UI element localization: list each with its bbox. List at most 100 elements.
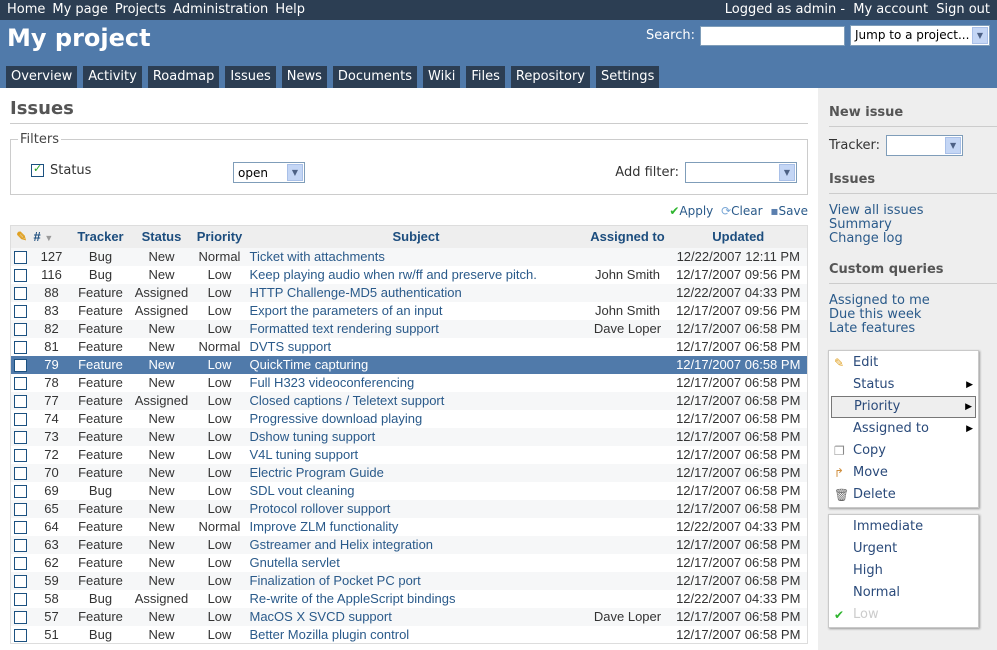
col-priority[interactable]: Priority xyxy=(192,225,247,248)
row-checkbox[interactable] xyxy=(14,269,27,283)
checkbox-cell[interactable] xyxy=(10,319,33,338)
issue-subject-link[interactable]: QuickTime capturing xyxy=(249,357,369,372)
row-checkbox[interactable] xyxy=(14,323,27,337)
row-checkbox[interactable] xyxy=(14,628,27,642)
tab-news[interactable]: News xyxy=(281,66,327,88)
summary-link[interactable]: Summary xyxy=(829,217,892,232)
checkbox-cell[interactable] xyxy=(10,373,33,392)
row-checkbox[interactable] xyxy=(14,377,27,391)
row-checkbox[interactable] xyxy=(14,431,27,445)
issue-subject-link[interactable]: Dshow tuning support xyxy=(249,429,376,444)
context-priority[interactable]: Priority ▶ xyxy=(831,396,976,418)
cell-id[interactable]: 83 xyxy=(32,301,71,320)
issue-subject-link[interactable]: Protocol rollover support xyxy=(249,501,391,516)
cell-id[interactable]: 69 xyxy=(32,481,71,500)
table-row[interactable]: 77 Feature Assigned Low Closed captions / Te… xyxy=(10,391,808,410)
query-assigned-to-me[interactable]: Assigned to me xyxy=(829,293,930,308)
issue-subject-link[interactable]: Closed captions / Teletext support xyxy=(249,393,445,408)
save-link[interactable]: Save xyxy=(778,204,808,218)
checkbox-cell[interactable] xyxy=(10,301,33,320)
priority-immediate[interactable]: Immediate xyxy=(853,519,924,534)
checkbox-cell[interactable] xyxy=(10,481,33,500)
issue-subject-link[interactable]: HTTP Challenge-MD5 authentication xyxy=(249,285,462,300)
row-checkbox[interactable] xyxy=(14,359,27,373)
jump-to-project-select[interactable]: Jump to a project... ▼ xyxy=(850,25,990,46)
table-row[interactable]: 116 Bug New Low Keep playing audio when rw/f… xyxy=(10,265,808,284)
table-row[interactable]: 62 Feature New Low Gnutella servlet 12/17/200… xyxy=(10,553,808,572)
table-row[interactable]: 70 Feature New Low Electric Program Guide 12/… xyxy=(10,463,808,482)
cell-id[interactable]: 116 xyxy=(32,265,71,284)
col-subject[interactable]: Subject xyxy=(246,225,586,248)
cell-id[interactable]: 65 xyxy=(32,499,71,518)
checkbox-cell[interactable] xyxy=(10,589,33,608)
tab-documents[interactable]: Documents xyxy=(332,66,418,88)
context-edit[interactable]: ✎ Edit xyxy=(831,352,976,374)
row-checkbox[interactable] xyxy=(14,485,27,499)
row-checkbox[interactable] xyxy=(14,611,27,625)
checkbox-cell[interactable] xyxy=(10,355,33,374)
top-link-my-page[interactable]: My page xyxy=(52,2,108,17)
row-checkbox[interactable] xyxy=(14,305,27,319)
tab-overview[interactable]: Overview xyxy=(6,66,78,88)
table-row[interactable]: 127 Bug New Normal Ticket with attachments 12… xyxy=(10,247,808,266)
view-all-issues-link[interactable]: View all issues xyxy=(829,203,924,218)
issue-subject-link[interactable]: Improve ZLM functionality xyxy=(249,519,399,534)
issue-subject-link[interactable]: Finalization of Pocket PC port xyxy=(249,573,421,588)
issue-subject-link[interactable]: DVTS support xyxy=(249,339,332,354)
row-checkbox[interactable] xyxy=(14,449,27,463)
top-link-administration[interactable]: Administration xyxy=(173,2,269,17)
cell-id[interactable]: 77 xyxy=(32,391,71,410)
tab-issues[interactable]: Issues xyxy=(225,66,276,88)
checkbox-cell[interactable] xyxy=(10,337,33,356)
row-checkbox[interactable] xyxy=(14,287,27,301)
row-checkbox[interactable] xyxy=(14,503,27,517)
cell-id[interactable]: 82 xyxy=(32,319,71,338)
checkbox-cell[interactable] xyxy=(10,445,33,464)
context-status[interactable]: Status ▶ xyxy=(831,374,976,396)
table-row[interactable]: 65 Feature New Low Protocol rollover support… xyxy=(10,499,808,518)
col-assigned-to[interactable]: Assigned to xyxy=(585,225,670,248)
row-checkbox[interactable] xyxy=(14,557,27,571)
row-checkbox[interactable] xyxy=(14,593,27,607)
cell-id[interactable]: 70 xyxy=(32,463,71,482)
apply-link[interactable]: Apply xyxy=(679,204,714,218)
issue-subject-link[interactable]: Better Mozilla plugin control xyxy=(249,626,410,642)
table-row[interactable]: 74 Feature New Low Progressive download play… xyxy=(10,409,808,428)
table-row[interactable]: 78 Feature New Low Full H323 videoconferenci… xyxy=(10,373,808,392)
cell-id[interactable]: 51 xyxy=(32,625,71,644)
table-row[interactable]: 82 Feature New Low Formatted text rendering … xyxy=(10,319,808,338)
cell-id[interactable]: 72 xyxy=(32,445,71,464)
tab-wiki[interactable]: Wiki xyxy=(423,66,461,88)
cell-id[interactable]: 79 xyxy=(32,355,71,374)
sign-out-link[interactable]: Sign out xyxy=(936,2,990,17)
tab-files[interactable]: Files xyxy=(466,66,505,88)
issue-subject-link[interactable]: Progressive download playing xyxy=(249,411,423,426)
query-late-features[interactable]: Late features xyxy=(829,321,916,336)
table-row[interactable]: 72 Feature New Low V4L tuning support 12/17/2… xyxy=(10,445,808,464)
row-checkbox[interactable] xyxy=(14,539,27,553)
cell-id[interactable]: 73 xyxy=(32,427,71,446)
checkbox-cell[interactable] xyxy=(10,571,33,590)
cell-id[interactable]: 57 xyxy=(32,607,71,626)
row-checkbox[interactable] xyxy=(14,521,27,535)
change-log-link[interactable]: Change log xyxy=(829,231,903,246)
col-tracker[interactable]: Tracker xyxy=(70,225,131,248)
checkbox-cell[interactable] xyxy=(10,607,33,626)
table-row[interactable]: 57 Feature New Low MacOS X SVCD support Dave … xyxy=(10,607,808,626)
checkbox-cell[interactable] xyxy=(10,625,33,644)
row-checkbox[interactable] xyxy=(14,251,27,265)
context-move[interactable]: ↱ Move xyxy=(831,462,976,484)
col-id[interactable]: # ▼ xyxy=(32,225,71,248)
tab-roadmap[interactable]: Roadmap xyxy=(147,66,220,88)
checkbox-cell[interactable] xyxy=(10,553,33,572)
checkbox-cell[interactable] xyxy=(10,247,33,266)
col-updated[interactable]: Updated xyxy=(669,225,808,248)
table-row[interactable]: 69 Bug New Low SDL vout cleaning 12/17/2007 0… xyxy=(10,481,808,500)
checkbox-cell[interactable] xyxy=(10,427,33,446)
add-filter-select[interactable]: ▼ xyxy=(685,162,797,183)
checkbox-cell[interactable] xyxy=(10,265,33,284)
top-link-projects[interactable]: Projects xyxy=(114,2,167,17)
checkbox-cell[interactable] xyxy=(10,535,33,554)
checkbox-cell[interactable] xyxy=(10,463,33,482)
top-link-help[interactable]: Help xyxy=(275,2,305,17)
